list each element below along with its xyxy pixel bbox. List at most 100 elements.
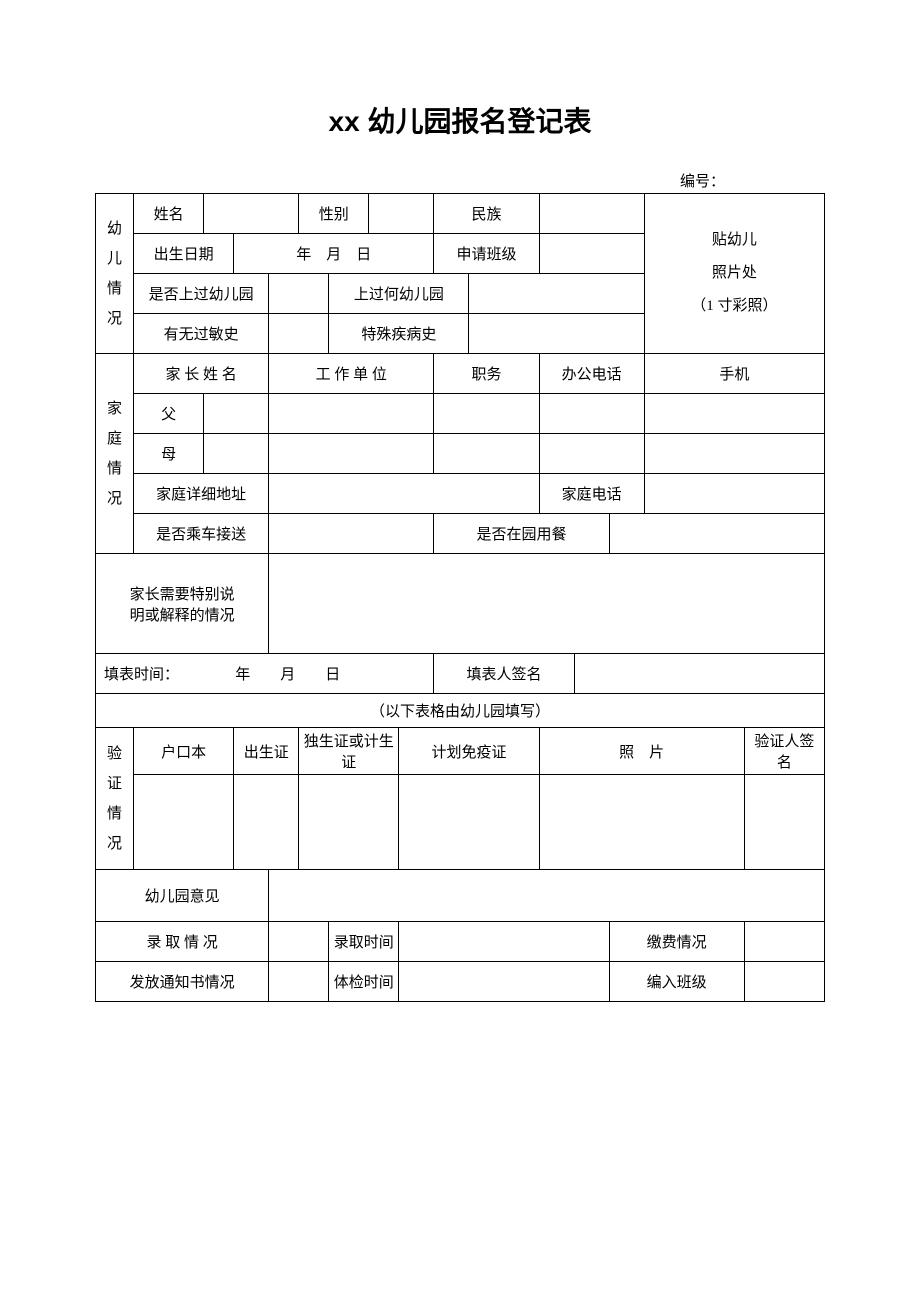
fill-time-label: 填表时间：	[104, 667, 172, 683]
verifier-value[interactable]	[744, 775, 824, 870]
table-row: （以下表格由幼儿园填写）	[96, 694, 825, 728]
father-position-value[interactable]	[434, 394, 539, 434]
name-label: 姓名	[134, 194, 204, 234]
ethnicity-label: 民族	[434, 194, 539, 234]
mother-office-phone-value[interactable]	[539, 434, 644, 474]
birth-cert-value[interactable]	[234, 775, 299, 870]
address-value[interactable]	[269, 474, 539, 514]
father-name-value[interactable]	[204, 394, 269, 434]
table-row	[96, 775, 825, 870]
fee-value[interactable]	[744, 922, 824, 962]
photo-col-value[interactable]	[539, 775, 744, 870]
exam-time-label: 体检时间	[329, 962, 399, 1002]
home-phone-value[interactable]	[644, 474, 824, 514]
allergy-label: 有无过敏史	[134, 314, 269, 354]
father-office-phone-value[interactable]	[539, 394, 644, 434]
disease-label: 特殊疾病史	[329, 314, 469, 354]
hukou-label: 户口本	[134, 728, 234, 775]
birth-value[interactable]: 年 月 日	[234, 234, 434, 274]
home-phone-label: 家庭电话	[539, 474, 644, 514]
assigned-class-label: 编入班级	[609, 962, 744, 1002]
allergy-value[interactable]	[269, 314, 329, 354]
birth-cert-label: 出生证	[234, 728, 299, 775]
gender-value[interactable]	[369, 194, 434, 234]
photo-line3: （1 寸彩照）	[691, 298, 777, 314]
parent-name-header: 家 长 姓 名	[134, 354, 269, 394]
table-row: 是否乘车接送 是否在园用餐	[96, 514, 825, 554]
notes-value[interactable]	[269, 554, 825, 654]
assigned-class-value[interactable]	[744, 962, 824, 1002]
photo-line2: 照片处	[712, 265, 757, 281]
only-child-value[interactable]	[299, 775, 399, 870]
admission-label: 录 取 情 况	[96, 922, 269, 962]
family-section-label: 家庭情况	[96, 354, 134, 554]
pickup-value[interactable]	[269, 514, 434, 554]
mother-position-value[interactable]	[434, 434, 539, 474]
table-row: 幼儿情况 姓名 性别 民族 贴幼儿 照片处 （1 寸彩照）	[96, 194, 825, 234]
opinion-label: 幼儿园意见	[96, 870, 269, 922]
table-row: 父	[96, 394, 825, 434]
fill-time-value: 年 月 日	[235, 667, 340, 683]
gender-label: 性别	[299, 194, 369, 234]
fill-time-cell[interactable]: 填表时间： 年 月 日	[96, 654, 434, 694]
mother-mobile-value[interactable]	[644, 434, 824, 474]
table-row: 家庭情况 家 长 姓 名 工 作 单 位 职务 办公电话 手机	[96, 354, 825, 394]
position-header: 职务	[434, 354, 539, 394]
only-child-label: 独生证或计生证	[299, 728, 399, 775]
which-kg-value[interactable]	[469, 274, 644, 314]
notes-line1: 家长需要特别说	[130, 587, 235, 603]
verifier-label: 验证人签 名	[744, 728, 824, 775]
exam-time-value[interactable]	[399, 962, 609, 1002]
table-row: 家长需要特别说 明或解释的情况	[96, 554, 825, 654]
registration-form-table: 幼儿情况 姓名 性别 民族 贴幼儿 照片处 （1 寸彩照） 出生日期 年 月 日…	[95, 193, 825, 1002]
disease-value[interactable]	[469, 314, 644, 354]
section-divider: （以下表格由幼儿园填写）	[96, 694, 825, 728]
photo-area[interactable]: 贴幼儿 照片处 （1 寸彩照）	[644, 194, 824, 354]
mother-work-value[interactable]	[269, 434, 434, 474]
table-row: 幼儿园意见	[96, 870, 825, 922]
table-row: 发放通知书情况 体检时间 编入班级	[96, 962, 825, 1002]
child-section-label: 幼儿情况	[96, 194, 134, 354]
apply-class-label: 申请班级	[434, 234, 539, 274]
birth-label: 出生日期	[134, 234, 234, 274]
attended-value[interactable]	[269, 274, 329, 314]
meal-value[interactable]	[609, 514, 824, 554]
serial-number-label: 编号：	[95, 170, 825, 191]
mobile-header: 手机	[644, 354, 824, 394]
notice-label: 发放通知书情况	[96, 962, 269, 1002]
ethnicity-value[interactable]	[539, 194, 644, 234]
father-work-value[interactable]	[269, 394, 434, 434]
hukou-value[interactable]	[134, 775, 234, 870]
immunization-value[interactable]	[399, 775, 539, 870]
table-row: 填表时间： 年 月 日 填表人签名	[96, 654, 825, 694]
notes-label: 家长需要特别说 明或解释的情况	[96, 554, 269, 654]
address-label: 家庭详细地址	[134, 474, 269, 514]
admission-time-label: 录取时间	[329, 922, 399, 962]
office-phone-header: 办公电话	[539, 354, 644, 394]
work-unit-header: 工 作 单 位	[269, 354, 434, 394]
name-value[interactable]	[204, 194, 299, 234]
table-row: 家庭详细地址 家庭电话	[96, 474, 825, 514]
pickup-label: 是否乘车接送	[134, 514, 269, 554]
attended-label: 是否上过幼儿园	[134, 274, 269, 314]
fee-label: 缴费情况	[609, 922, 744, 962]
which-kg-label: 上过何幼儿园	[329, 274, 469, 314]
admission-time-value[interactable]	[399, 922, 609, 962]
signer-label: 填表人签名	[434, 654, 574, 694]
signer-value[interactable]	[574, 654, 824, 694]
table-row: 验证情况 户口本 出生证 独生证或计生证 计划免疫证 照 片 验证人签 名	[96, 728, 825, 775]
photo-line1: 贴幼儿	[712, 232, 757, 248]
apply-class-value[interactable]	[539, 234, 644, 274]
table-row: 母	[96, 434, 825, 474]
page-title: xx 幼儿园报名登记表	[95, 100, 825, 140]
admission-value[interactable]	[269, 922, 329, 962]
immunization-label: 计划免疫证	[399, 728, 539, 775]
mother-label: 母	[134, 434, 204, 474]
photo-col-label: 照 片	[539, 728, 744, 775]
meal-label: 是否在园用餐	[434, 514, 609, 554]
mother-name-value[interactable]	[204, 434, 269, 474]
father-mobile-value[interactable]	[644, 394, 824, 434]
verify-section-label: 验证情况	[96, 728, 134, 870]
opinion-value[interactable]	[269, 870, 825, 922]
notice-value[interactable]	[269, 962, 329, 1002]
